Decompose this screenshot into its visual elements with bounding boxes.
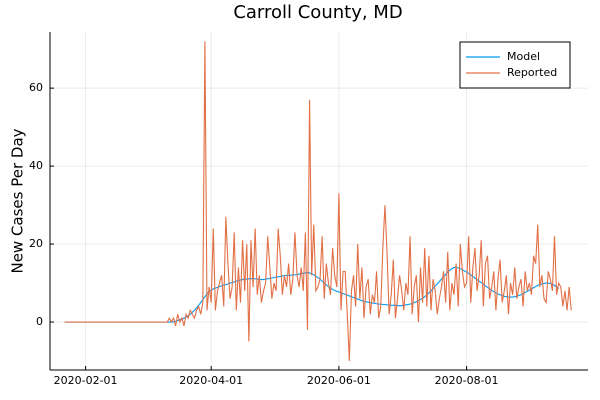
x-tick-label: 2020-06-01 — [307, 374, 371, 387]
x-tick-label: 2020-08-01 — [435, 374, 499, 387]
y-tick-label: 40 — [29, 159, 43, 172]
legend-label: Model — [507, 50, 540, 63]
x-tick-label: 2020-04-01 — [179, 374, 243, 387]
series-line — [64, 41, 572, 362]
x-tick-label: 2020-02-01 — [54, 374, 118, 387]
chart-title: Carroll County, MD — [233, 2, 402, 23]
legend-label: Reported — [507, 66, 557, 79]
y-tick-label: 60 — [29, 81, 43, 94]
y-axis-label: New Cases Per Day — [9, 128, 27, 273]
legend-box — [459, 41, 571, 89]
y-tick-label: 0 — [36, 315, 43, 328]
y-tick-label: 20 — [29, 237, 43, 250]
